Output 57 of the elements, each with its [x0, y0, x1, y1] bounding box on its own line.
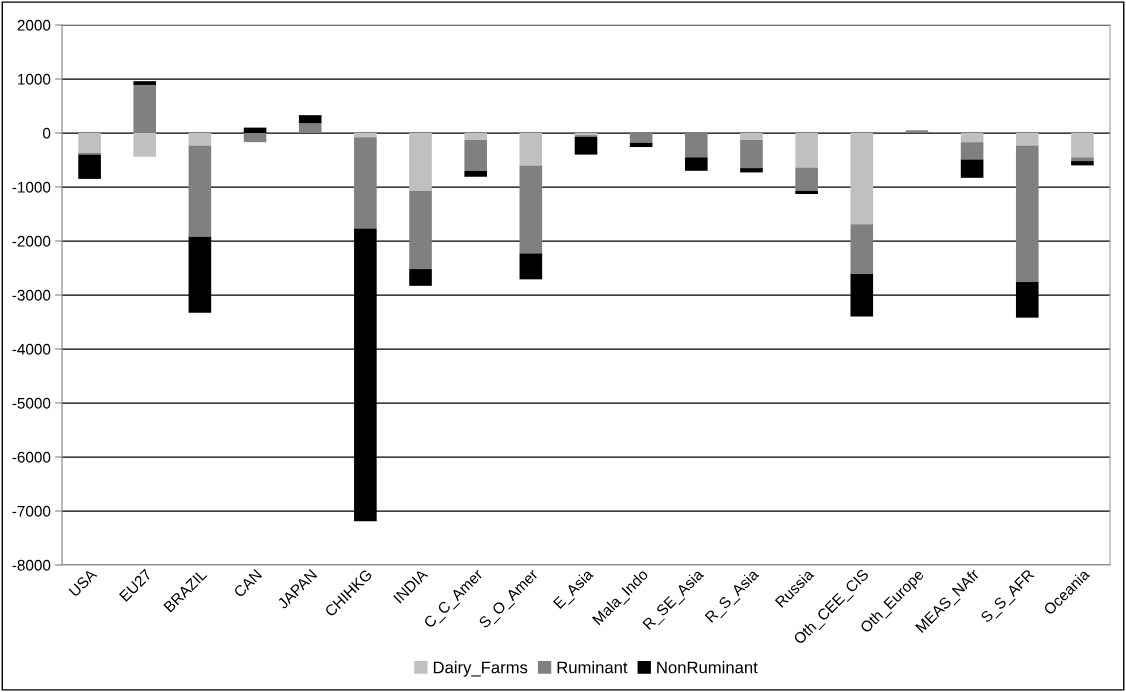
bar [1015, 133, 1039, 146]
bar [574, 136, 598, 155]
bar [1071, 157, 1094, 162]
bar [188, 133, 212, 146]
bar [133, 133, 157, 157]
y-tick-label: -7000 [12, 505, 51, 517]
y-tick-label: -5000 [12, 397, 51, 409]
bar [464, 170, 487, 177]
bar [78, 133, 101, 153]
bar [795, 167, 818, 191]
bar [188, 145, 212, 237]
y-tick-label: -8000 [12, 559, 51, 571]
legend-label: Ruminant [557, 661, 628, 674]
bar [960, 133, 984, 143]
bar [519, 165, 543, 254]
legend-label: Dairy_Farms [433, 661, 528, 677]
y-tick-label: -1000 [12, 181, 51, 193]
bar [354, 133, 377, 138]
bar [1015, 145, 1039, 283]
bar [519, 253, 543, 280]
bar [740, 140, 763, 169]
bar [1071, 133, 1094, 158]
bar [960, 159, 984, 178]
bar [685, 157, 708, 171]
bar [464, 140, 487, 171]
bar [243, 133, 267, 143]
bar [409, 133, 432, 191]
bar [298, 123, 322, 133]
bar [960, 142, 984, 160]
bar [629, 133, 653, 143]
bar [133, 84, 157, 133]
y-tick-label: -4000 [12, 343, 51, 355]
bar [519, 133, 543, 166]
bar [409, 190, 432, 270]
bar [740, 133, 763, 141]
bar [298, 115, 322, 124]
y-tick-label: -6000 [12, 451, 51, 463]
bar [464, 133, 487, 141]
legend-label: NonRuminant [657, 661, 758, 674]
y-tick-label: -2000 [12, 235, 51, 247]
bar [1071, 161, 1094, 166]
bar [354, 137, 377, 229]
bar [850, 133, 874, 225]
bar [905, 130, 929, 133]
bar [629, 142, 653, 148]
bar [78, 154, 101, 179]
y-tick-label: 0 [42, 127, 51, 139]
bar [795, 190, 818, 195]
bar [740, 168, 763, 173]
bar [795, 133, 818, 168]
bar [409, 269, 432, 286]
y-tick-label: -3000 [12, 289, 51, 301]
bar [685, 133, 708, 158]
y-tick-label: 2000 [17, 19, 51, 31]
x-tick-label: USA [68, 568, 98, 598]
bar [850, 224, 874, 274]
y-tick-label: 1000 [18, 73, 51, 85]
